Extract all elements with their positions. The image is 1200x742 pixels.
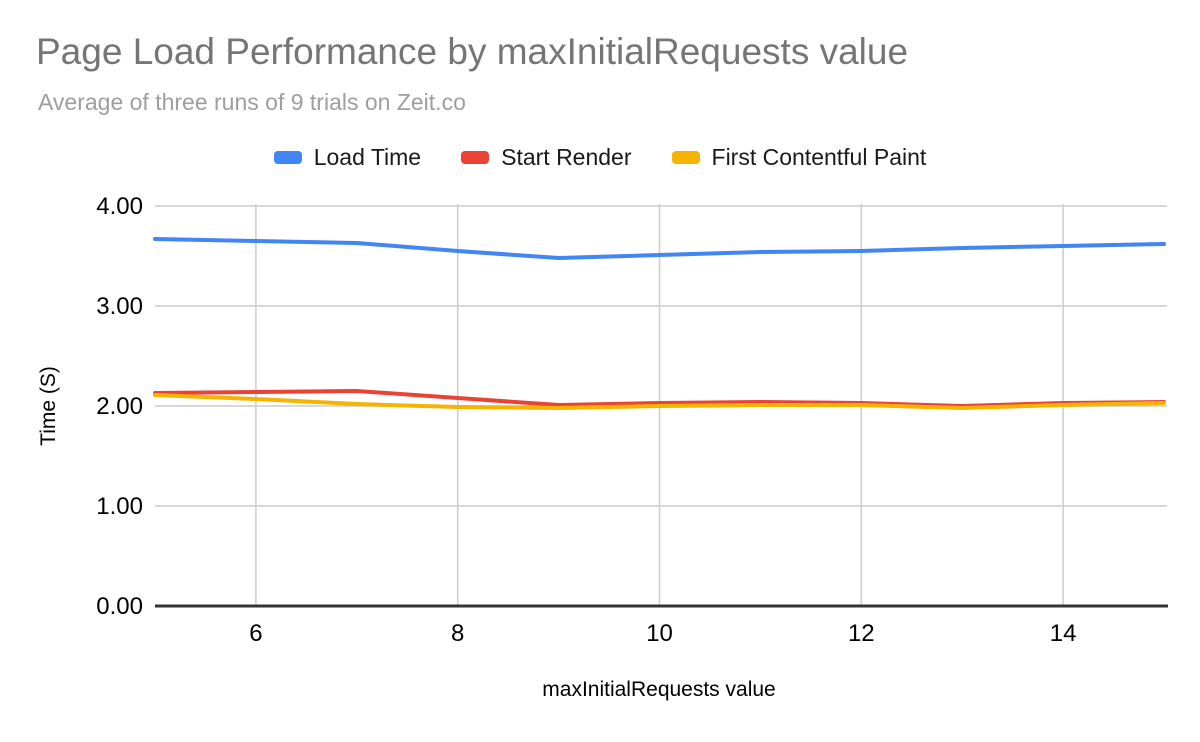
legend-item-start-render: Start Render <box>461 143 632 171</box>
svg-text:6: 6 <box>249 620 262 647</box>
chart-subtitle: Average of three runs of 9 trials on Zei… <box>38 89 466 115</box>
legend-label-start-render: Start Render <box>501 143 632 170</box>
legend-swatch-load-time-icon <box>273 150 302 164</box>
y-axis-title: Time (S) <box>37 366 60 446</box>
chart-legend: Load Time Start Render First Contentful … <box>0 143 1200 171</box>
legend-swatch-start-render-icon <box>461 150 490 164</box>
svg-text:4.00: 4.00 <box>96 193 143 220</box>
svg-text:8: 8 <box>451 620 464 647</box>
legend-swatch-first-contentful-paint-icon <box>671 150 700 164</box>
chart-title: Page Load Performance by maxInitialReque… <box>36 31 909 72</box>
svg-text:3.00: 3.00 <box>96 293 143 320</box>
legend-item-load-time: Load Time <box>273 143 422 171</box>
svg-text:10: 10 <box>646 620 673 647</box>
legend-label-first-contentful-paint: First Contentful Paint <box>711 143 927 170</box>
svg-text:1.00: 1.00 <box>96 493 143 520</box>
svg-text:12: 12 <box>848 620 875 647</box>
svg-text:14: 14 <box>1050 620 1077 647</box>
legend-item-first-contentful-paint: First Contentful Paint <box>671 143 927 171</box>
svg-text:0.00: 0.00 <box>96 593 143 620</box>
svg-text:2.00: 2.00 <box>96 393 143 420</box>
legend-label-load-time: Load Time <box>313 143 422 170</box>
x-axis-title: maxInitialRequests value <box>542 678 776 701</box>
